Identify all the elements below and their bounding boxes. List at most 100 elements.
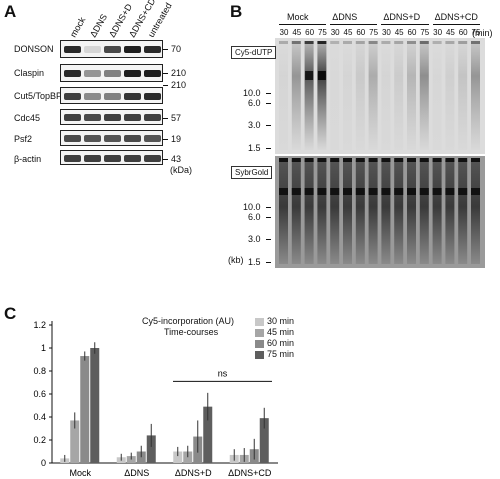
gel-well [458, 158, 468, 162]
gel-band [368, 188, 378, 195]
group-header: ΔDNS [332, 12, 358, 22]
bar [259, 418, 269, 463]
blot-band [64, 135, 81, 142]
lane-label: mock [68, 15, 88, 39]
size-marker-tick [266, 103, 271, 104]
gel-lane [330, 44, 340, 150]
gel-lane [355, 160, 365, 264]
legend-label: 45 min [267, 327, 295, 337]
cy5-dutp-label: Cy5-dUTP [231, 46, 277, 59]
blot-band [84, 154, 101, 162]
legend-swatch [255, 318, 264, 326]
size-marker: 3.0 [248, 234, 261, 244]
gel-lane [419, 44, 429, 150]
size-marker-tick [266, 125, 271, 126]
mw-tick [163, 85, 168, 86]
y-tick-label: 0.8 [33, 366, 46, 376]
size-marker: 1.5 [248, 257, 261, 267]
blot-band [64, 114, 81, 121]
gel-well [394, 158, 404, 162]
size-marker-tick [266, 262, 271, 263]
gel-well [432, 158, 442, 162]
blot-strip [60, 64, 163, 82]
mw-label: 57 [171, 113, 182, 123]
mw-tick [163, 73, 168, 74]
size-marker: 1.5 [248, 143, 261, 153]
blot-strip [60, 130, 163, 146]
gel-lane [279, 160, 288, 264]
bar [70, 420, 80, 463]
gel-lane [432, 44, 442, 150]
gel-lane [381, 44, 391, 150]
timepoint-label: 30 [330, 28, 340, 37]
blot-band [84, 135, 101, 142]
category-label: ΔDNS [124, 468, 149, 478]
gel-lane [279, 44, 288, 150]
size-marker-tick [266, 148, 271, 149]
blot-band [104, 70, 121, 77]
group-header: Mock [287, 12, 309, 22]
gel-lane [330, 160, 340, 264]
y-tick-label: 1 [41, 343, 46, 353]
protein-label: Claspin [14, 68, 45, 78]
blot-band [84, 114, 101, 121]
group-underline [432, 24, 480, 25]
gel-well [330, 41, 340, 44]
blot-band [124, 92, 141, 100]
sybrgold-gel-image [275, 156, 485, 268]
gel-lane [419, 160, 429, 264]
timepoint-label: 75 [369, 28, 379, 37]
gel-band [317, 188, 327, 195]
gel-band [305, 71, 314, 80]
blot-strip [60, 150, 163, 165]
timepoint-label: 45 [445, 28, 455, 37]
gel-band [317, 71, 326, 80]
gel-lane [291, 44, 301, 150]
gel-lane [471, 44, 480, 150]
gel-lane [343, 160, 352, 264]
blot-band [124, 154, 141, 162]
mw-label: 210 [171, 68, 187, 78]
size-marker: 6.0 [248, 98, 261, 108]
gel-band [291, 188, 301, 195]
mw-tick [163, 139, 168, 140]
timepoint-label: 30 [433, 28, 443, 37]
timepoint-label: 75 [317, 28, 327, 37]
blot-strip [60, 40, 163, 58]
panel-a-kda-unit: (kDa) [170, 165, 192, 175]
category-label: ΔDNS+D [175, 468, 212, 478]
timepoint-label: 30 [279, 28, 289, 37]
timepoint-label: 45 [292, 28, 302, 37]
panel-b-kb-unit: (kb) [228, 255, 244, 265]
gel-well [368, 158, 378, 162]
panel-b-min-unit: (min) [472, 28, 493, 38]
group-underline [279, 24, 327, 25]
gel-band [279, 188, 288, 195]
blot-band [64, 70, 81, 77]
size-marker: 10.0 [243, 202, 261, 212]
gel-well [419, 158, 429, 162]
legend-swatch [255, 351, 264, 359]
protein-label: Cdc45 [14, 113, 41, 123]
legend-swatch [255, 340, 264, 348]
y-tick-label: 0 [41, 458, 46, 468]
blot-band [104, 92, 121, 100]
gel-band [355, 188, 365, 195]
gel-lane [368, 44, 378, 150]
gel-well [355, 158, 365, 162]
blot-band [144, 92, 161, 100]
mw-label: 43 [171, 154, 182, 164]
mw-tick [163, 159, 168, 160]
gel-well [279, 158, 288, 162]
gel-lane [407, 160, 416, 264]
blot-band [144, 70, 161, 77]
timepoint-label: 45 [343, 28, 353, 37]
y-tick-label: 1.2 [33, 320, 46, 330]
blot-band [104, 114, 121, 121]
gel-well [291, 41, 301, 44]
gel-well [381, 158, 391, 162]
blot-band [124, 114, 141, 121]
size-marker: 3.0 [248, 120, 261, 130]
blot-band [124, 135, 141, 142]
bar [90, 348, 100, 463]
